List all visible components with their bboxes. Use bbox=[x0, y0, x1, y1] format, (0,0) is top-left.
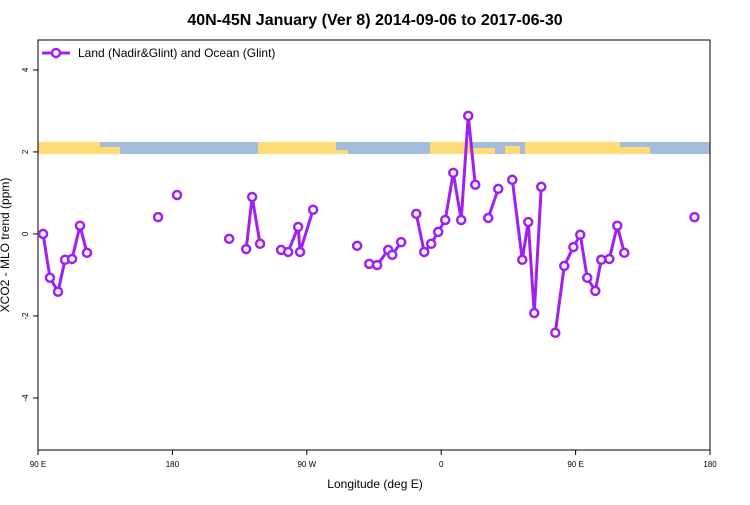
y-tick-label: 2 bbox=[21, 149, 30, 154]
data-point bbox=[52, 286, 64, 297]
data-point bbox=[351, 240, 363, 252]
y-tick-label: 4 bbox=[21, 67, 30, 72]
x-tick-label: 180 bbox=[703, 460, 717, 469]
x-tick-label: 90 W bbox=[297, 460, 316, 469]
data-point bbox=[371, 259, 383, 271]
data-point bbox=[363, 258, 375, 270]
data-point bbox=[254, 238, 266, 250]
data-point bbox=[223, 233, 235, 245]
data-point bbox=[469, 179, 481, 190]
data-point bbox=[81, 247, 93, 259]
data-point bbox=[492, 183, 504, 195]
data-point bbox=[462, 110, 474, 122]
chart-title: 40N-45N January (Ver 8) 2014-09-06 to 20… bbox=[187, 12, 562, 29]
data-point bbox=[294, 246, 306, 258]
data-point bbox=[282, 246, 294, 258]
x-tick-label: 180 bbox=[166, 460, 180, 469]
data-point bbox=[432, 226, 444, 238]
plot-frame bbox=[37, 39, 711, 451]
data-point bbox=[152, 211, 164, 223]
y-tick-label: -2 bbox=[21, 312, 30, 320]
data-point bbox=[523, 216, 534, 228]
x-tick-label: 90 E bbox=[30, 460, 46, 469]
data-point bbox=[66, 253, 78, 265]
legend-label: Land (Nadir&Glint) and Ocean (Glint) bbox=[78, 46, 275, 60]
data-point bbox=[455, 214, 467, 226]
data-point bbox=[307, 204, 319, 215]
data-point bbox=[44, 272, 56, 284]
y-tick-label: 0 bbox=[21, 231, 30, 236]
data-point bbox=[482, 212, 494, 224]
land-ocean-strip bbox=[38, 142, 710, 154]
data-point bbox=[246, 191, 258, 203]
x-tick-label: 90 E bbox=[567, 460, 583, 469]
data-point bbox=[619, 247, 630, 259]
data-point bbox=[439, 214, 451, 226]
data-point bbox=[425, 238, 437, 250]
x-axis-label: Longitude (deg E) bbox=[327, 477, 422, 491]
data-point bbox=[37, 228, 49, 240]
data-point bbox=[517, 254, 528, 266]
data-point bbox=[612, 220, 623, 231]
data-point bbox=[568, 241, 579, 253]
data-point bbox=[507, 174, 518, 186]
data-point bbox=[411, 208, 422, 220]
data-point bbox=[581, 272, 593, 284]
data-point bbox=[528, 307, 540, 319]
data-point bbox=[418, 246, 430, 258]
data-point bbox=[559, 260, 570, 272]
data-point bbox=[395, 236, 407, 248]
x-tick-label: 0 bbox=[439, 460, 444, 469]
data-point bbox=[240, 243, 252, 255]
data-point bbox=[590, 285, 601, 297]
data-point bbox=[292, 221, 304, 233]
data-point bbox=[536, 181, 547, 193]
data-point bbox=[448, 167, 459, 179]
data-point bbox=[596, 254, 607, 266]
data-point bbox=[74, 220, 86, 231]
data-point bbox=[689, 211, 700, 223]
data-point bbox=[550, 327, 561, 338]
data-point bbox=[574, 229, 586, 240]
legend-marker bbox=[50, 47, 62, 59]
data-point bbox=[604, 253, 615, 265]
y-tick-label: -4 bbox=[21, 394, 30, 402]
data-point bbox=[386, 249, 398, 261]
y-axis-label: XCO2 - MLO trend (ppm) bbox=[0, 178, 12, 313]
data-point bbox=[171, 189, 183, 201]
